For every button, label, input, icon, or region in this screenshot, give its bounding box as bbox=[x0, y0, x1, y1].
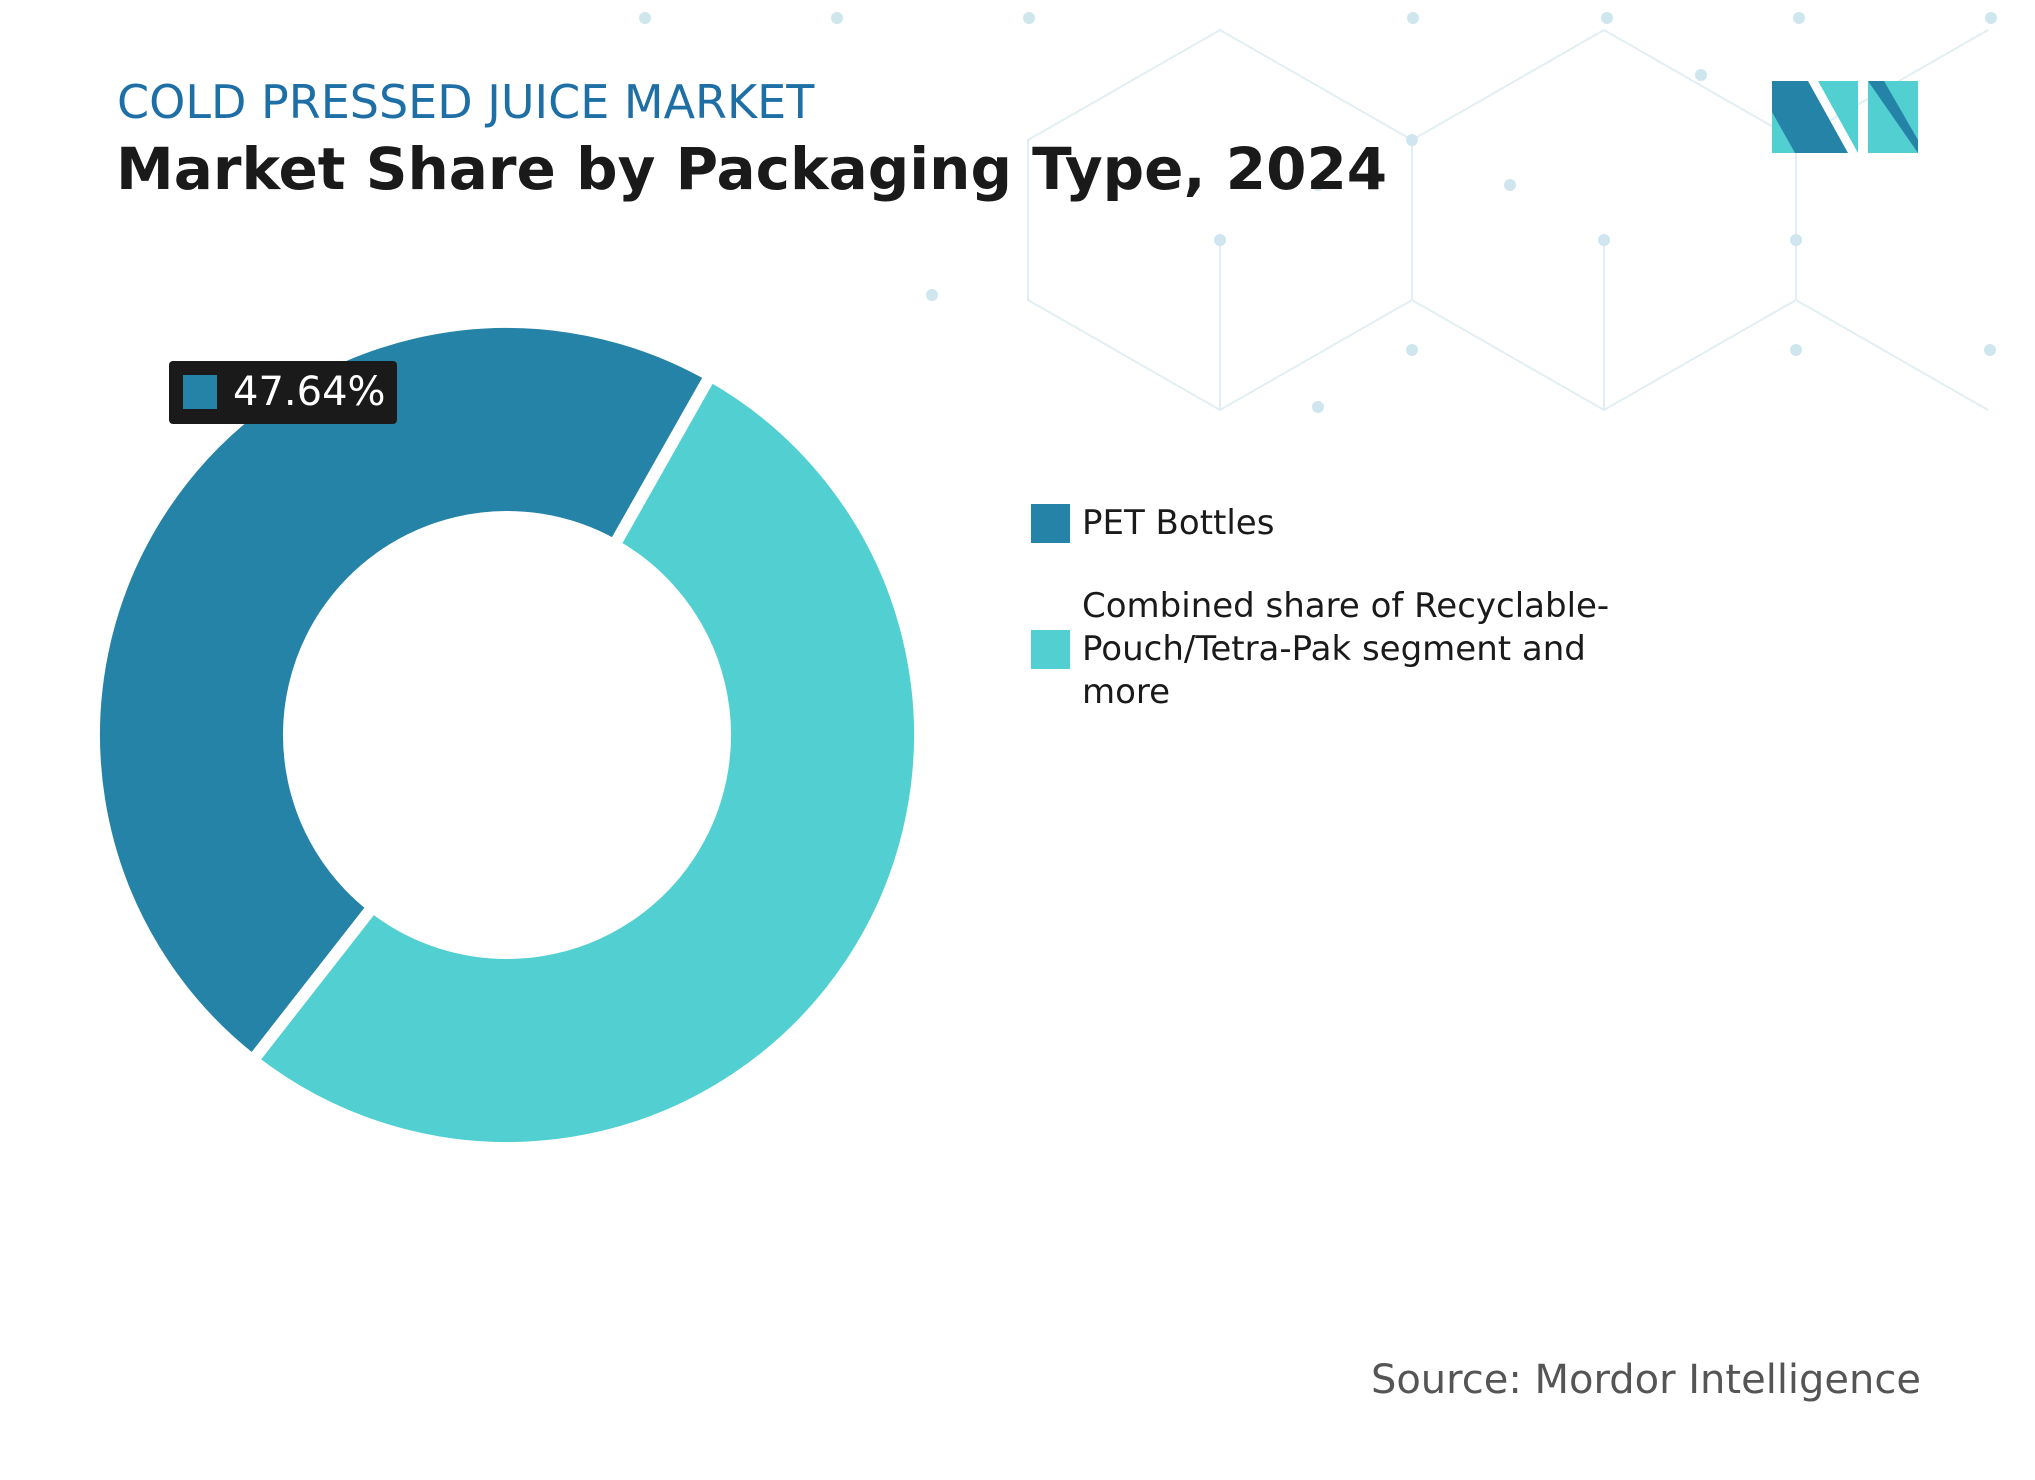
legend-swatch bbox=[1031, 504, 1070, 543]
data-label: 47.64% bbox=[169, 361, 397, 424]
legend-label: PET Bottles bbox=[1082, 503, 1275, 543]
donut-segment bbox=[244, 367, 926, 1154]
legend-swatch bbox=[1031, 630, 1070, 669]
legend-label: Combined share of Recyclable-Pouch/Tetra… bbox=[1082, 586, 1610, 712]
source: Source: Mordor Intelligence bbox=[1371, 1357, 1921, 1403]
background-pattern bbox=[1027, 28, 1989, 412]
donut-segment bbox=[87, 316, 719, 1069]
data-label-swatch bbox=[183, 375, 217, 409]
data-label-text: 47.64% bbox=[233, 369, 386, 415]
background-dots bbox=[639, 12, 1997, 413]
chart-title: Market Share by Packaging Type, 2024 bbox=[116, 135, 1387, 203]
data-label-box bbox=[169, 361, 397, 424]
chart-header: COLD PRESSED JUICE MARKET bbox=[117, 75, 815, 129]
logo bbox=[1772, 81, 1918, 153]
